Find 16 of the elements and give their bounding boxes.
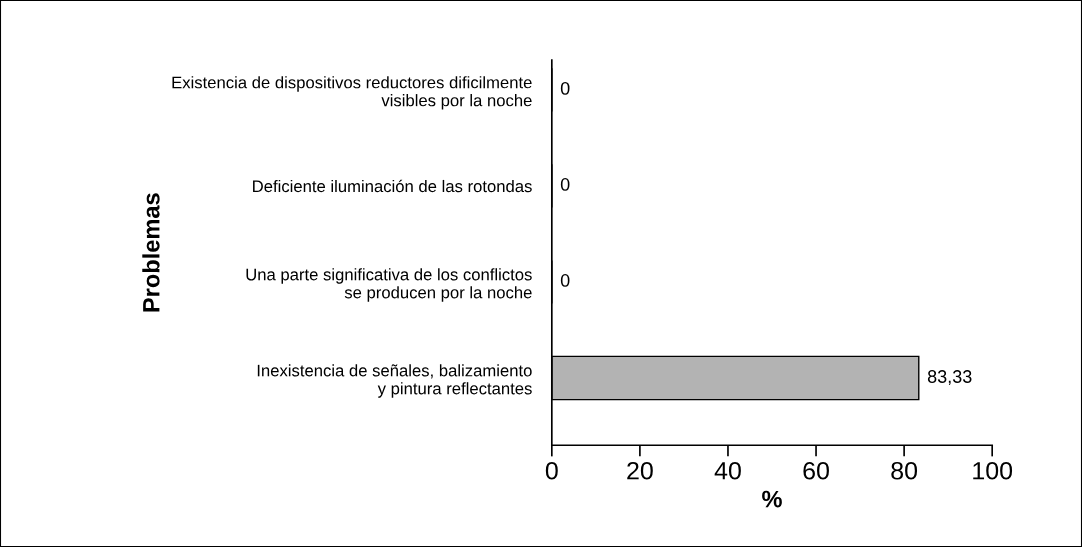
y-tick-label: Deficiente iluminación de las rotondas	[253, 179, 532, 193]
x-tick-label: 20	[627, 461, 653, 480]
y-tick-label: Inexistencia de señales, balizamiento y pintura reflectantes	[257, 364, 532, 398]
data-label: 0	[560, 82, 570, 95]
y-axis-title: Problemas	[142, 193, 160, 312]
data-label: 83,33	[927, 370, 972, 386]
x-tick-label: 60	[803, 461, 829, 480]
x-tick-label: 0	[545, 461, 558, 480]
x-axis-title: %	[762, 490, 782, 508]
data-label: 0	[560, 178, 570, 191]
x-tick-label: 40	[714, 461, 741, 480]
x-tick-label: 100	[973, 461, 1013, 480]
data-label: 0	[560, 274, 570, 287]
x-tick-label: 80	[891, 461, 918, 480]
y-tick-label: Existencia de dispositivos reductores dificilmente visibles por la noche	[172, 76, 532, 110]
y-tick-label: Una parte significativa de los conflictos se producen por la noche	[246, 268, 532, 302]
